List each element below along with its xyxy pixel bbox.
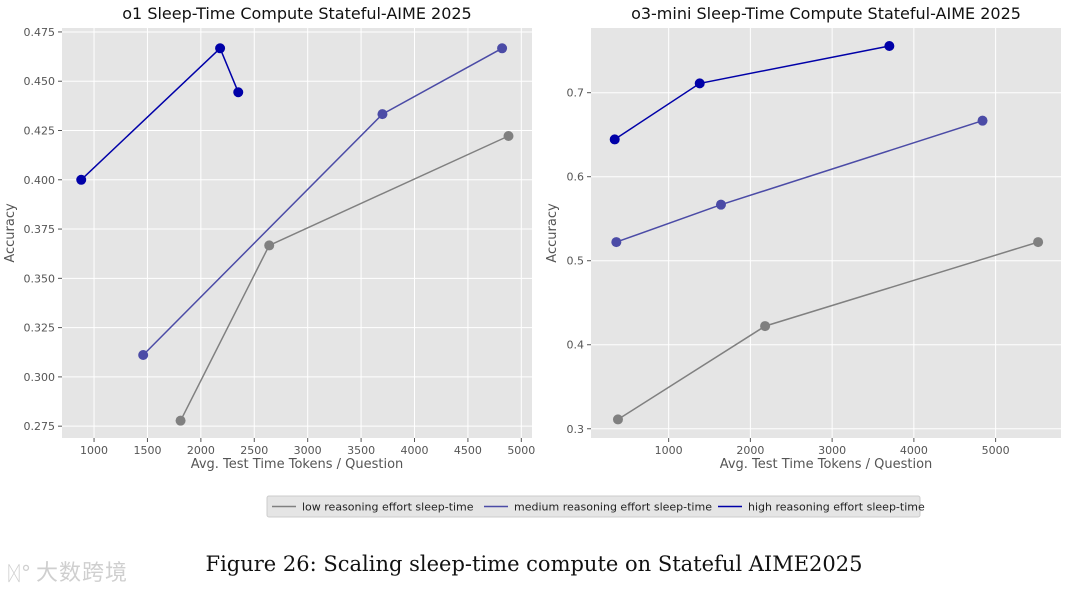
chart1-xlabel: Avg. Test Time Tokens / Question bbox=[191, 457, 404, 472]
chart2: 1000 2000 3000 4000 5000 0.3 0.4 0.5 0.6 0.7 o3-mi… bbox=[545, 4, 1061, 472]
chart2-ytick-label: 0.6 bbox=[567, 171, 585, 184]
chart2-plot-area bbox=[591, 28, 1061, 438]
chart2-ytick-label: 0.4 bbox=[567, 339, 585, 352]
legend-label-2: medium reasoning effort sleep-time bbox=[514, 501, 712, 514]
chart2-series-2-point bbox=[611, 237, 622, 248]
chart1-xtick-label: 5000 bbox=[507, 444, 535, 457]
chart2-xtick-label: 4000 bbox=[900, 444, 928, 457]
chart2-series-3-point bbox=[694, 78, 705, 89]
chart1-xtick-label: 2000 bbox=[187, 444, 215, 457]
chart1-series-2-point bbox=[138, 350, 149, 361]
chart2-xtick-label: 1000 bbox=[655, 444, 683, 457]
figure-caption: Figure 26: Scaling sleep-time compute on… bbox=[205, 552, 863, 576]
chart2-title: o3-mini Sleep-Time Compute Stateful-AIME… bbox=[631, 4, 1021, 23]
chart1-ytick-label: 0.475 bbox=[24, 26, 56, 39]
legend-label-3: high reasoning effort sleep-time bbox=[748, 501, 925, 514]
chart1-ytick-label: 0.350 bbox=[24, 272, 56, 285]
chart1-xtick-label: 1500 bbox=[133, 444, 161, 457]
chart1-ytick-label: 0.425 bbox=[24, 125, 56, 138]
chart1-ytick-label: 0.450 bbox=[24, 75, 56, 88]
chart1-xtick-label: 4000 bbox=[401, 444, 429, 457]
watermark: ᛞ° 大数跨境 bbox=[8, 555, 128, 587]
chart1-title: o1 Sleep-Time Compute Stateful-AIME 2025 bbox=[122, 4, 471, 23]
chart1-xtick-label: 3500 bbox=[347, 444, 375, 457]
chart2-ytick-label: 0.3 bbox=[567, 423, 585, 436]
chart1-ylabel: Accuracy bbox=[3, 203, 18, 263]
chart1-xtick-label: 2500 bbox=[240, 444, 268, 457]
chart1-xtick-label: 3000 bbox=[294, 444, 322, 457]
legend: low reasoning effort sleep-time medium re… bbox=[266, 495, 925, 518]
chart2-series-1-point bbox=[760, 321, 771, 332]
chart1-series-1-point bbox=[503, 131, 514, 142]
watermark-text: 大数跨境 bbox=[36, 561, 129, 586]
chart2-series-1-point bbox=[612, 414, 623, 425]
chart2-xtick-label: 2000 bbox=[736, 444, 764, 457]
chart1-ytick-label: 0.300 bbox=[24, 371, 56, 384]
chart2-series-1-point bbox=[1033, 237, 1044, 248]
chart1-ytick-label: 0.400 bbox=[24, 174, 56, 187]
chart1-series-1-point bbox=[175, 415, 186, 426]
chart2-series-3-point bbox=[609, 134, 620, 145]
chart2-ytick-label: 0.5 bbox=[567, 255, 585, 268]
chart2-xtick-label: 5000 bbox=[982, 444, 1010, 457]
chart1-ytick-label: 0.375 bbox=[24, 223, 56, 236]
legend-label-1: low reasoning effort sleep-time bbox=[302, 501, 474, 514]
legend-box bbox=[266, 495, 921, 518]
chart1-series-2-point bbox=[377, 109, 388, 120]
chart2-ytick-label: 0.7 bbox=[567, 87, 585, 100]
chart1-series-3-point bbox=[233, 87, 244, 98]
chart1-series-3-point bbox=[76, 174, 87, 185]
chart1-series-1-point bbox=[264, 240, 275, 251]
chart1-series-3-point bbox=[215, 43, 226, 54]
chart2-xtick-label: 3000 bbox=[818, 444, 846, 457]
chart1-ytick-label: 0.275 bbox=[24, 420, 56, 433]
chart2-series-3-point bbox=[884, 40, 895, 51]
watermark-logo-icon: ᛞ° bbox=[8, 561, 32, 585]
chart1-ytick-label: 0.325 bbox=[24, 322, 56, 335]
chart2-series-2-point bbox=[977, 115, 988, 126]
chart2-xlabel: Avg. Test Time Tokens / Question bbox=[720, 457, 933, 472]
chart1-xtick-label: 1000 bbox=[80, 444, 108, 457]
chart1: 1000 1500 2000 2500 3000 3500 4000 4500 5000 0.27… bbox=[3, 4, 535, 472]
chart2-series-2-point bbox=[715, 199, 726, 210]
chart2-ylabel: Accuracy bbox=[545, 203, 560, 263]
chart1-xtick-label: 4500 bbox=[454, 444, 482, 457]
chart1-series-2-point bbox=[497, 43, 508, 54]
